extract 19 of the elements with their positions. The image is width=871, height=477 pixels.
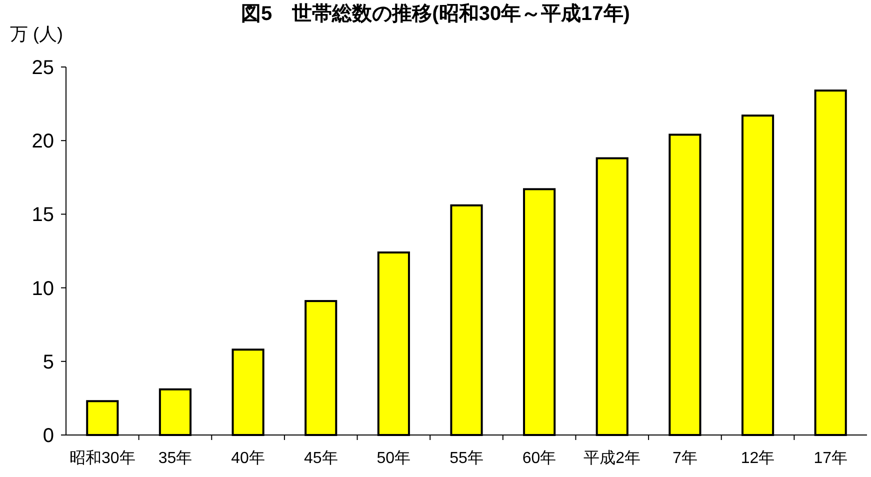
- y-tick-label: 25: [32, 57, 54, 79]
- y-tick-label: 10: [32, 278, 54, 300]
- x-tick-label: 17年: [814, 450, 848, 467]
- x-tick-label: 50年: [376, 450, 411, 467]
- x-tick-label: 35年: [158, 450, 192, 467]
- y-tick-label: 15: [32, 204, 54, 226]
- y-axis-title: 万 (人): [10, 24, 63, 44]
- y-tick-label: 0: [42, 425, 54, 447]
- y-tick-label: 5: [42, 351, 54, 374]
- x-tick-label: 平成2年: [584, 449, 641, 467]
- x-tick-label: 45年: [304, 450, 338, 467]
- x-tick-label: 55年: [450, 450, 484, 467]
- y-tick-label: 20: [32, 130, 54, 153]
- x-tick-label: 昭和30年: [70, 449, 136, 467]
- x-tick-label: 40年: [231, 450, 265, 467]
- x-tick-label: 60年: [522, 450, 556, 467]
- x-tick-label: 7年: [672, 450, 698, 467]
- x-tick-label: 12年: [740, 450, 775, 467]
- chart-title: 図5 世帯総数の推移(昭和30年～平成17年): [241, 2, 630, 25]
